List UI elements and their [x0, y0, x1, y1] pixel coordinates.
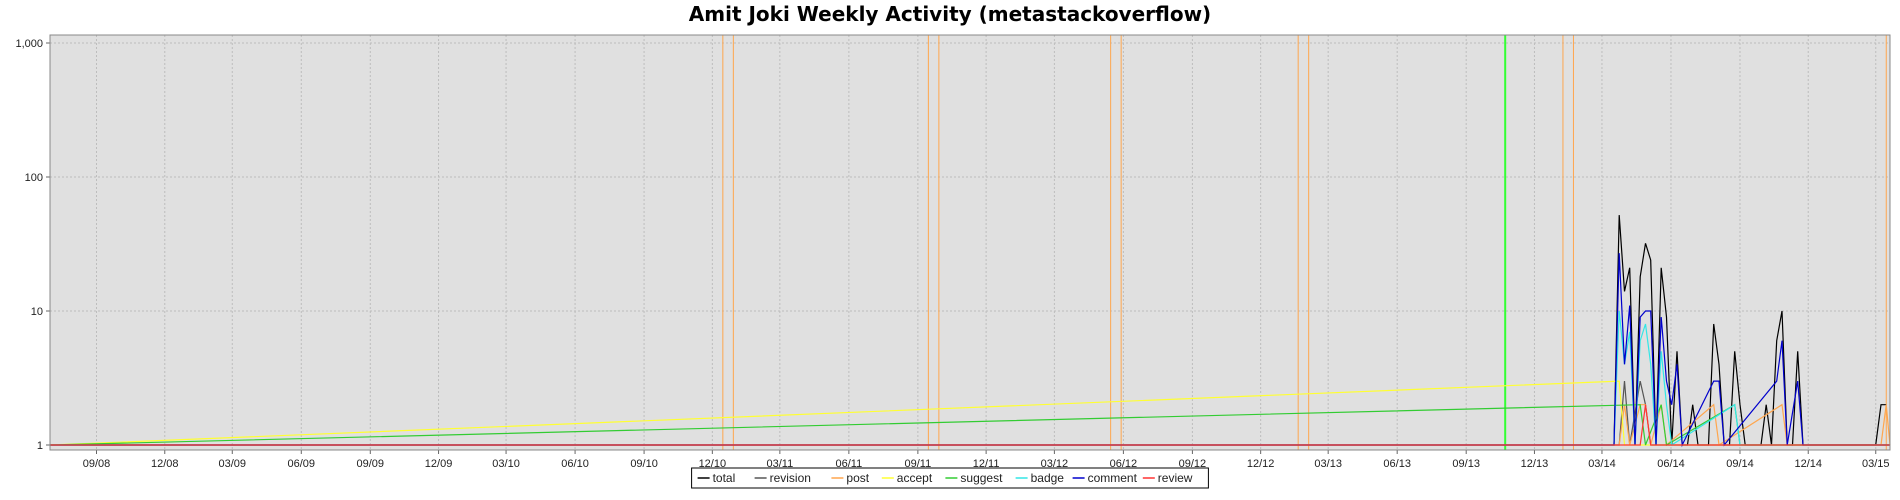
- x-tick-label: 12/13: [1521, 458, 1549, 470]
- x-tick-label: 09/13: [1452, 458, 1480, 470]
- x-tick-label: 06/14: [1657, 458, 1685, 470]
- series-line-badge: [50, 310, 1890, 447]
- x-tick-label: 09/14: [1726, 458, 1754, 470]
- x-tick-label: 06/09: [288, 458, 316, 470]
- legend-label-review: review: [1158, 471, 1193, 485]
- y-tick-label: 1,000: [15, 38, 43, 50]
- x-tick-label: 09/11: [905, 458, 932, 470]
- plot-area: [50, 35, 1890, 450]
- plot-border: [49, 34, 1891, 451]
- x-tick-label: 03/09: [219, 458, 247, 470]
- legend-label-badge: badge: [1031, 471, 1065, 485]
- series-line-review: [50, 404, 1890, 446]
- x-tick-label: 03/11: [766, 458, 793, 470]
- chart-title: Amit Joki Weekly Activity (metastackover…: [688, 2, 1212, 26]
- plot-background: [50, 35, 1890, 450]
- y-tick-label: 10: [31, 306, 43, 318]
- x-tick-label: 12/14: [1794, 458, 1822, 470]
- legend-label-suggest: suggest: [960, 471, 1003, 485]
- axes: 09/08 12/08 03/09 06/09 09/09 12/09 03/10 06/10…: [15, 34, 1891, 470]
- y-tick-label: 100: [25, 172, 43, 184]
- legend-label-accept: accept: [897, 471, 933, 485]
- x-tick-label: 09/09: [357, 458, 385, 470]
- x-tick-label: 03/15: [1862, 458, 1890, 470]
- x-tick-label: 03/12: [1041, 458, 1069, 470]
- series-line-comment: [50, 253, 1890, 448]
- x-tick-label: 12/11: [973, 458, 1000, 470]
- legend-label-post: post: [846, 471, 869, 485]
- x-tick-label: 12/10: [699, 458, 727, 470]
- x-tick-label: 03/14: [1588, 458, 1616, 470]
- x-tick-label: 06/11: [835, 458, 862, 470]
- x-tick-label: 09/10: [630, 458, 658, 470]
- y-tick-label: 1: [37, 440, 43, 452]
- legend-label-total: total: [713, 471, 736, 485]
- x-tick-label: 09/08: [83, 458, 111, 470]
- x-tick-label: 06/13: [1383, 458, 1411, 470]
- x-tick-label: 12/12: [1247, 458, 1275, 470]
- legend-label-revision: revision: [770, 471, 811, 485]
- series-lines: [49, 215, 1891, 448]
- x-tick-label: 12/08: [151, 458, 179, 470]
- event-markers: [722, 35, 1887, 450]
- x-tick-label: 03/10: [492, 458, 520, 470]
- x-tick-label: 12/09: [425, 458, 453, 470]
- x-tick-label: 03/13: [1314, 458, 1342, 470]
- legend-label-comment: comment: [1088, 471, 1138, 485]
- x-tick-label: 06/10: [561, 458, 589, 470]
- legend: total revision post accept suggest badge comme…: [691, 467, 1209, 489]
- x-tick-label: 06/12: [1110, 458, 1138, 470]
- x-tick-label: 09/12: [1179, 458, 1207, 470]
- grid-lines: [50, 35, 1890, 450]
